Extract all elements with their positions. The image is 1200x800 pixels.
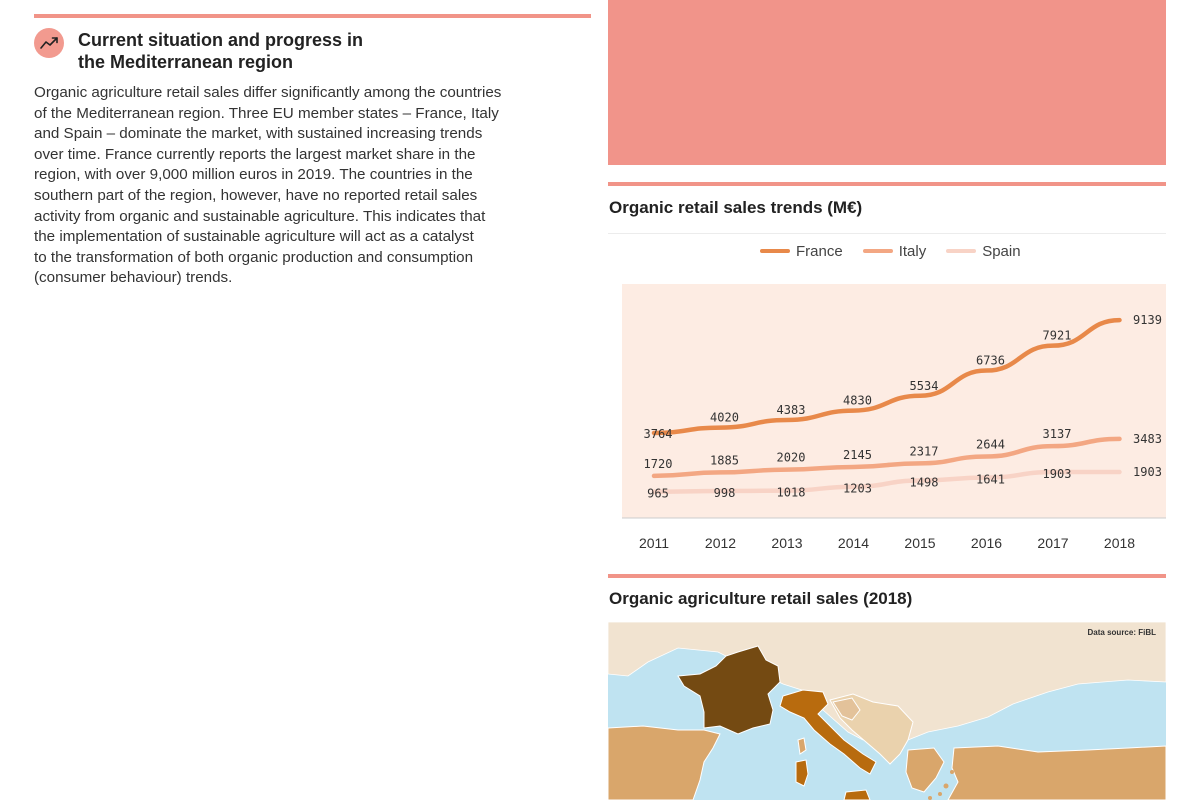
map-country-italy [779, 689, 877, 775]
chart-title-divider [608, 233, 1166, 234]
map-title: Organic agriculture retail sales (2018) [609, 589, 913, 608]
data-label-italy: 1720 [644, 457, 673, 471]
map-island [943, 783, 949, 789]
body-line: (consumer behaviour) trends. [34, 269, 233, 287]
data-label-france: 4383 [777, 403, 806, 417]
x-tick-label: 2014 [838, 535, 869, 551]
data-label-spain: 1018 [777, 486, 806, 500]
legend-swatch-france [760, 249, 790, 253]
map-country-turkey [947, 745, 1166, 800]
map-country-croatia [832, 697, 861, 721]
x-tick-label: 2018 [1104, 535, 1135, 551]
legend-item-france: France [760, 243, 843, 260]
map-island [928, 796, 932, 800]
trending-up-icon [34, 28, 64, 58]
x-tick-label: 2015 [904, 535, 935, 551]
map-black-sea [1008, 719, 1112, 749]
data-label-italy: 1885 [710, 453, 739, 467]
chart-title: Organic retail sales trends (M€) [609, 198, 863, 217]
x-tick-label: 2017 [1037, 535, 1068, 551]
chart-legend: France Italy Spain [760, 241, 1021, 261]
legend-swatch-spain [946, 249, 977, 253]
map-island [950, 770, 954, 774]
data-label-italy: 2317 [910, 444, 939, 458]
legend-label-italy: Italy [898, 242, 927, 260]
data-label-italy: 3483 [1133, 432, 1162, 446]
map-corsica [797, 737, 807, 755]
section-title-line-1: Current situation and progress in [78, 30, 364, 50]
data-label-spain: 1903 [1043, 467, 1072, 481]
data-label-italy: 3137 [1043, 427, 1072, 441]
section-body: Organic agriculture retail sales differ … [34, 83, 594, 289]
series-line-italy [651, 436, 1122, 479]
legend-label-spain: Spain [982, 242, 1021, 260]
data-label-italy: 2020 [777, 451, 806, 465]
series-line-france [651, 317, 1122, 436]
series-line-spain [651, 469, 1122, 494]
section-title: Current situation and progress in the Me… [78, 29, 418, 73]
section-title-line-2: the Mediterranean region [78, 52, 294, 72]
legend-label-france: France [796, 242, 843, 260]
data-label-spain: 1641 [976, 473, 1005, 487]
x-tick-label: 2016 [971, 535, 1002, 551]
data-label-france: 4830 [843, 394, 872, 408]
map-island [938, 792, 942, 796]
data-label-france: 7921 [1043, 329, 1072, 343]
map-country-greece [905, 747, 945, 793]
data-label-france: 3764 [644, 427, 673, 441]
map-country-france [677, 645, 781, 735]
body-line: and Spain – dominate the market, with su… [34, 125, 483, 143]
body-line: of the Mediterranean region. Three EU me… [34, 104, 499, 122]
x-tick-label: 2011 [639, 535, 669, 551]
legend-item-italy: Italy [862, 242, 927, 260]
data-label-spain: 1498 [910, 476, 939, 490]
data-label-spain: 965 [647, 487, 669, 501]
body-line: region, with over 9,000 million euros in… [34, 166, 473, 184]
line-chart: 3764 4020 4383 4830 5534 6736 7921 9139 1720 1885… [622, 284, 1166, 551]
body-line: to the transformation of both organic pr… [34, 248, 474, 266]
x-tick-label: 2013 [771, 535, 802, 551]
map-sardinia [795, 759, 809, 787]
data-label-spain: 1903 [1133, 465, 1162, 479]
map-sicily [843, 789, 871, 800]
map-top-rule [608, 574, 1166, 578]
map-country-spain [608, 725, 721, 800]
body-line: activity from organic and sustainable ag… [34, 207, 486, 225]
image-placeholder-block [608, 0, 1166, 165]
data-label-spain: 998 [714, 486, 736, 500]
chart-top-rule [608, 182, 1166, 186]
data-label-spain: 1203 [843, 482, 872, 496]
map-data-source: Data source: FiBL [1087, 628, 1156, 637]
x-tick-label: 2012 [705, 535, 736, 551]
data-label-france: 9139 [1133, 313, 1162, 327]
section-top-rule [34, 14, 591, 18]
data-label-france: 5534 [910, 379, 939, 393]
body-line: over time. France currently reports the … [34, 145, 476, 163]
map-graphic [608, 622, 1166, 800]
data-label-italy: 2644 [976, 437, 1005, 451]
retail-sales-map: Data source: FiBL [608, 622, 1166, 800]
legend-item-spain: Spain [946, 242, 1021, 260]
data-label-italy: 2145 [843, 448, 872, 462]
legend-swatch-italy [862, 249, 893, 253]
body-line: the implementation of sustainable agricu… [34, 228, 474, 246]
data-label-france: 6736 [976, 354, 1005, 368]
data-label-france: 4020 [710, 411, 739, 425]
body-line: southern part of the region, however, ha… [34, 186, 478, 204]
body-line: Organic agriculture retail sales differ … [34, 84, 502, 101]
